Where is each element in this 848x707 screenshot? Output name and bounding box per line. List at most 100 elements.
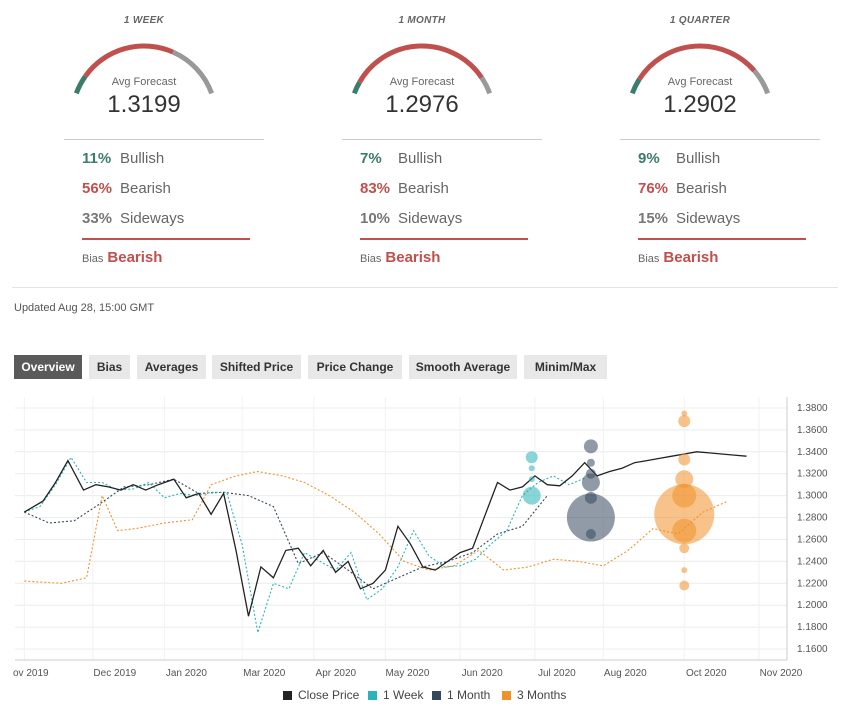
y-tick-label: 1.2800 — [797, 513, 828, 524]
legend-swatch — [432, 691, 441, 700]
y-tick-label: 1.3200 — [797, 469, 828, 480]
series-line-close-price — [23, 451, 747, 617]
bearish-label: Bearish — [676, 180, 727, 197]
bearish-arc — [357, 43, 484, 84]
bias-row: Bias Bearish — [82, 249, 162, 266]
forecast-gauges: 1 WEEK Avg Forecast 1.3199 11% Bullish 56… — [0, 0, 848, 290]
x-tick-label: Jun 2020 — [462, 668, 504, 679]
legend-swatch — [283, 691, 292, 700]
forecast-chart: 1.3800 1.3600 1.3400 1.3200 1.3000 1.2800 1.26… — [0, 385, 848, 707]
forecast-bubble-3-months — [654, 484, 715, 545]
sideways-label: Sideways — [676, 210, 741, 227]
bias-divider — [82, 238, 250, 240]
forecast-bubble-3-months — [672, 518, 697, 543]
avg-forecast-value: 1.2976 — [385, 91, 459, 118]
forecast-bubble-1-month — [586, 458, 595, 467]
bullish-pct: 7% — [360, 150, 382, 167]
x-tick-label: Apr 2020 — [316, 668, 357, 679]
forecast-bubble-3-months — [675, 470, 694, 489]
bearish-arc — [637, 43, 757, 81]
y-tick-label: 1.2600 — [797, 534, 828, 545]
tab-bias[interactable]: Bias — [89, 355, 130, 379]
y-tick-label: 1.2000 — [797, 600, 828, 611]
bearish-row: 56% Bearish — [82, 180, 171, 197]
tab-minim-max[interactable]: Minim/Max — [524, 355, 607, 379]
x-tick-label: Jul 2020 — [538, 668, 576, 679]
sideways-pct: 10% — [360, 210, 391, 227]
y-tick-label: 1.3800 — [797, 403, 828, 414]
gauge-1-quarter: 1 QUARTER Avg Forecast 1.2902 9% Bullish … — [580, 0, 820, 290]
bullish-pct: 9% — [638, 150, 660, 167]
legend-swatch — [502, 691, 511, 700]
bullish-pct: 11% — [82, 150, 112, 167]
x-tick-label: Aug 2020 — [604, 668, 647, 679]
forecast-bubble-1-week — [528, 476, 535, 483]
forecast-bubble-1-week — [522, 486, 541, 505]
sideways-row: 33% Sideways — [82, 210, 184, 227]
gauge-period: 1 QUARTER — [669, 15, 731, 26]
x-tick-label: Mar 2020 — [243, 668, 286, 679]
series-line-1-week — [24, 456, 585, 633]
bearish-arc — [83, 43, 175, 78]
y-tick-label: 1.1600 — [797, 644, 828, 655]
section-divider — [12, 287, 838, 288]
y-tick-label: 1.2200 — [797, 578, 828, 589]
gauge-period: 1 MONTH — [398, 15, 446, 26]
forecast-bubble-1-week — [528, 465, 535, 472]
chart-svg: 1.3800 1.3600 1.3400 1.3200 1.3000 1.2800 1.26… — [13, 397, 828, 702]
forecast-bubble-1-month — [585, 528, 596, 539]
avg-forecast-value: 1.2902 — [663, 91, 737, 118]
y-tick-label: 1.3000 — [797, 491, 828, 502]
y-tick-label: 1.2400 — [797, 556, 828, 567]
legend-label[interactable]: 3 Months — [517, 688, 566, 702]
y-tick-label: 1.3600 — [797, 425, 828, 436]
bearish-row: 83% Bearish — [360, 180, 449, 197]
tab-averages[interactable]: Averages — [137, 355, 206, 379]
bearish-pct: 83% — [360, 180, 391, 197]
bias-label: Bias — [360, 253, 382, 265]
sideways-pct: 33% — [82, 210, 113, 227]
legend-label[interactable]: Close Price — [298, 688, 360, 702]
bullish-label: Bullish — [676, 150, 721, 167]
x-tick-label: Nov 2020 — [760, 668, 803, 679]
bias-label: Bias — [82, 253, 104, 265]
bias-value: Bearish — [107, 249, 163, 266]
avg-forecast-label: Avg Forecast — [111, 76, 177, 88]
bias-divider — [360, 238, 528, 240]
forecast-bubble-3-months — [681, 567, 688, 574]
bearish-label: Bearish — [120, 180, 171, 197]
forecast-bubble-1-week — [525, 451, 538, 464]
bullish-row: 9% Bullish — [638, 150, 720, 167]
sideways-label: Sideways — [398, 210, 463, 227]
x-tick-label: Dec 2019 — [93, 668, 136, 679]
bias-divider — [638, 238, 806, 240]
legend-label[interactable]: 1 Week — [383, 688, 424, 702]
avg-forecast-value: 1.3199 — [107, 91, 181, 118]
bias-row: Bias Bearish — [360, 249, 440, 266]
separator — [620, 139, 820, 140]
separator — [64, 139, 264, 140]
bullish-label: Bullish — [398, 150, 443, 167]
updated-timestamp: Updated Aug 28, 15:00 GMT — [14, 302, 155, 314]
gauge-1-month: 1 MONTH Avg Forecast 1.2976 7% Bullish 83… — [302, 0, 542, 290]
x-tick-label: May 2020 — [385, 668, 429, 679]
forecast-bubble-1-month — [581, 473, 600, 492]
bullish-arc — [351, 80, 362, 95]
bias-row: Bias Bearish — [638, 249, 718, 266]
tab-smooth-average[interactable]: Smooth Average — [409, 355, 517, 379]
gauge-arc — [351, 43, 493, 95]
tab-shifted-price[interactable]: Shifted Price — [212, 355, 301, 379]
bias-value: Bearish — [663, 249, 719, 266]
tab-price-change[interactable]: Price Change — [308, 355, 402, 379]
bearish-pct: 76% — [638, 180, 669, 197]
forecast-bubble-3-months — [681, 410, 688, 417]
forecast-bubble-1-month — [583, 439, 598, 454]
bearish-label: Bearish — [398, 180, 449, 197]
legend-swatch — [368, 691, 377, 700]
sideways-label: Sideways — [120, 210, 185, 227]
legend-label[interactable]: 1 Month — [447, 688, 490, 702]
gauge-arc — [73, 43, 215, 95]
tab-overview[interactable]: Overview — [14, 355, 82, 379]
bullish-row: 7% Bullish — [360, 150, 442, 167]
gauge-1-week: 1 WEEK Avg Forecast 1.3199 11% Bullish 56… — [24, 0, 264, 290]
